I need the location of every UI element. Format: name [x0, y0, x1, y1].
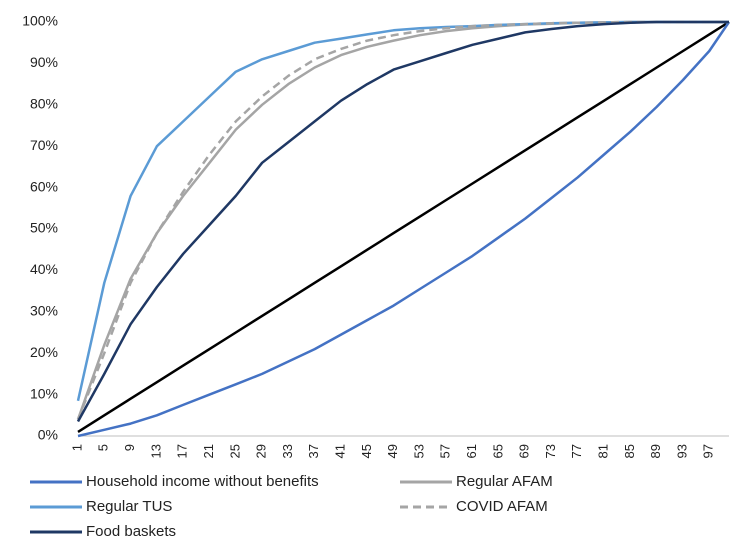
- y-tick-label: 60%: [30, 178, 58, 194]
- legend-label: Regular TUS: [86, 498, 172, 515]
- legend-label: Regular AFAM: [456, 473, 553, 490]
- x-tick-label: 93: [674, 444, 689, 458]
- series-line: [76, 20, 729, 402]
- x-tick-label: 21: [201, 444, 216, 458]
- series-line: [76, 20, 729, 423]
- x-tick-label: 65: [490, 444, 505, 458]
- x-tick-label: 89: [648, 444, 663, 458]
- y-tick-label: 30%: [30, 303, 58, 319]
- series-line: [76, 20, 729, 420]
- x-tick-label: 77: [569, 444, 584, 458]
- legend-label: COVID AFAM: [456, 498, 548, 515]
- x-tick-label: 25: [227, 444, 242, 458]
- x-tick-label: 61: [464, 444, 479, 458]
- y-tick-label: 70%: [30, 137, 58, 153]
- x-tick-label: 49: [385, 444, 400, 458]
- legend-label: Household income without benefits: [86, 473, 319, 490]
- x-tick-label: 13: [148, 444, 163, 458]
- y-tick-label: 0%: [38, 427, 58, 443]
- y-tick-label: 90%: [30, 54, 58, 70]
- x-tick-label: 85: [622, 444, 637, 458]
- x-tick-label: 9: [122, 444, 137, 451]
- x-tick-label: 41: [332, 444, 347, 458]
- legend-label: Food baskets: [86, 523, 176, 540]
- y-tick-label: 40%: [30, 261, 58, 277]
- x-tick-label: 81: [595, 444, 610, 458]
- x-tick-label: 29: [254, 444, 269, 458]
- x-tick-label: 45: [359, 444, 374, 458]
- y-tick-label: 10%: [30, 385, 58, 401]
- series-line: [77, 21, 731, 438]
- x-tick-label: 69: [517, 444, 532, 458]
- y-tick-label: 100%: [22, 13, 58, 29]
- x-tick-label: 33: [280, 444, 295, 458]
- series-line: [76, 20, 729, 420]
- x-tick-label: 97: [701, 444, 716, 458]
- y-tick-label: 50%: [30, 220, 58, 236]
- equality-line: [77, 20, 730, 433]
- x-tick-label: 37: [306, 444, 321, 458]
- x-tick-label: 5: [96, 444, 111, 451]
- x-tick-label: 1: [69, 444, 84, 451]
- x-tick-label: 73: [543, 444, 558, 458]
- y-tick-label: 80%: [30, 96, 58, 112]
- x-tick-label: 53: [411, 444, 426, 458]
- y-tick-label: 20%: [30, 344, 58, 360]
- x-tick-label: 17: [175, 444, 190, 458]
- x-tick-label: 57: [438, 444, 453, 458]
